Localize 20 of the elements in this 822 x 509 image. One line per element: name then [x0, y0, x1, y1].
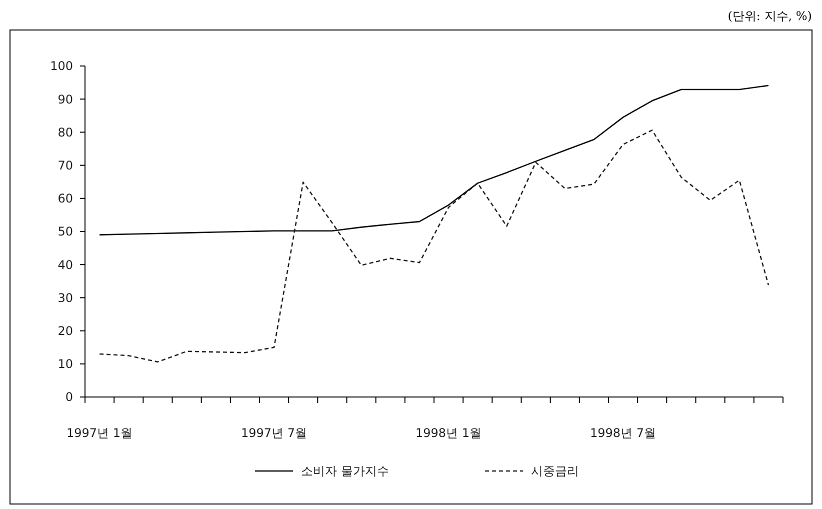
- legend-label: 소비자 물가지수: [301, 464, 389, 478]
- text: (단위: 지수, %): [728, 9, 812, 23]
- y-tick-label: 50: [58, 224, 73, 239]
- y-tick-label: 20: [58, 324, 73, 338]
- y-tick-label: 80: [58, 125, 73, 140]
- x-tick-label: 1998년 7월: [590, 426, 656, 440]
- line-series: [98, 84, 770, 236]
- y-tick-label: 0: [65, 390, 73, 404]
- y-tick-label: 90: [58, 92, 73, 106]
- line-series: [98, 130, 770, 363]
- y-tick-label: 70: [58, 158, 73, 172]
- y-tick-label: 100: [50, 59, 73, 74]
- y-tick-label: 30: [58, 290, 73, 305]
- x-tick-label: 1998년 1월: [416, 426, 482, 440]
- x-tick-label: 1997년 1월: [66, 426, 133, 440]
- x-tick-label: 1997년 7월: [241, 426, 308, 440]
- y-tick-label: 60: [58, 192, 73, 206]
- y-tick-label: 10: [58, 357, 73, 372]
- legend-label: 시중금리: [531, 464, 579, 478]
- y-tick-label: 40: [58, 258, 73, 272]
